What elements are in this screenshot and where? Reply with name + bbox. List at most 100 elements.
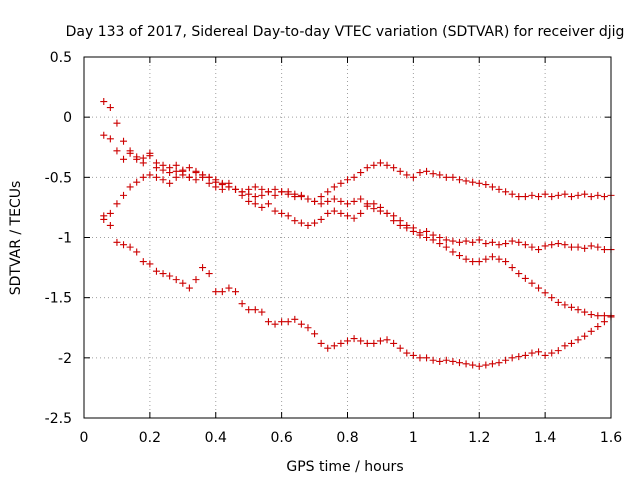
data-point bbox=[561, 241, 569, 249]
data-point bbox=[152, 267, 160, 275]
data-point bbox=[541, 242, 549, 250]
data-point bbox=[357, 169, 365, 177]
data-point bbox=[139, 173, 147, 181]
data-point bbox=[179, 279, 187, 287]
data-point bbox=[324, 188, 332, 196]
y-tick-label: 0.5 bbox=[50, 50, 72, 66]
data-point bbox=[363, 164, 371, 172]
data-point bbox=[535, 246, 543, 254]
data-point bbox=[581, 190, 589, 198]
data-point bbox=[344, 200, 351, 208]
data-point bbox=[363, 200, 371, 208]
data-point bbox=[363, 339, 371, 347]
data-point bbox=[133, 248, 141, 256]
data-point bbox=[106, 135, 114, 143]
data-point bbox=[502, 356, 510, 364]
data-point bbox=[330, 195, 338, 203]
data-point bbox=[376, 207, 384, 215]
data-point bbox=[416, 229, 424, 237]
data-point bbox=[172, 161, 180, 169]
data-point bbox=[330, 342, 338, 350]
data-point bbox=[488, 253, 496, 261]
data-point bbox=[442, 173, 450, 181]
data-point bbox=[515, 238, 523, 246]
x-axis-label: GPS time / hours bbox=[286, 459, 403, 475]
data-point bbox=[488, 238, 496, 246]
data-point bbox=[574, 306, 582, 314]
data-point bbox=[469, 238, 477, 246]
data-point bbox=[238, 300, 246, 308]
data-point bbox=[311, 197, 319, 205]
data-point bbox=[488, 183, 496, 191]
data-point bbox=[561, 190, 569, 198]
data-point bbox=[548, 241, 556, 249]
data-point bbox=[535, 348, 543, 356]
data-point bbox=[172, 173, 180, 181]
data-point bbox=[482, 255, 490, 263]
data-point bbox=[581, 308, 589, 316]
data-point bbox=[199, 171, 207, 179]
data-point bbox=[218, 181, 226, 189]
data-point bbox=[113, 147, 121, 155]
y-axis-label: SDTVAR / TECUs bbox=[8, 181, 24, 296]
data-point bbox=[133, 178, 141, 186]
data-point bbox=[409, 173, 417, 181]
data-point bbox=[521, 351, 529, 359]
data-point bbox=[152, 173, 160, 181]
data-point bbox=[258, 203, 266, 211]
data-point bbox=[225, 284, 233, 292]
data-point bbox=[330, 207, 338, 215]
data-point bbox=[291, 217, 299, 225]
data-point bbox=[554, 240, 562, 248]
data-point bbox=[126, 147, 134, 155]
data-point bbox=[449, 237, 457, 245]
data-point bbox=[469, 178, 477, 186]
data-point bbox=[390, 339, 398, 347]
data-point bbox=[251, 200, 259, 208]
data-point bbox=[600, 318, 608, 326]
data-point bbox=[212, 288, 220, 296]
data-point bbox=[166, 179, 174, 187]
data-point bbox=[159, 270, 167, 278]
data-point bbox=[535, 193, 543, 201]
data-point bbox=[344, 176, 351, 184]
data-point bbox=[455, 176, 463, 184]
data-point bbox=[317, 200, 325, 208]
data-point bbox=[567, 339, 575, 347]
data-point bbox=[475, 179, 483, 187]
data-point bbox=[185, 173, 193, 181]
axis-ticks bbox=[83, 56, 612, 419]
data-point bbox=[403, 221, 411, 229]
y-tick-label: -1.5 bbox=[45, 291, 72, 307]
data-point bbox=[541, 289, 549, 297]
data-point bbox=[502, 240, 510, 248]
data-point bbox=[548, 349, 556, 357]
data-point bbox=[567, 193, 575, 201]
data-point bbox=[600, 246, 608, 254]
data-point bbox=[383, 161, 391, 169]
data-point bbox=[330, 183, 338, 191]
data-point bbox=[264, 318, 272, 326]
data-point bbox=[403, 171, 411, 179]
data-point bbox=[291, 315, 299, 323]
data-point bbox=[587, 311, 595, 319]
data-point bbox=[561, 301, 569, 309]
data-point bbox=[370, 205, 378, 213]
data-point bbox=[482, 361, 490, 369]
data-point bbox=[238, 188, 246, 196]
data-point bbox=[396, 167, 404, 175]
series-satellite-2 bbox=[100, 131, 615, 254]
data-point bbox=[120, 191, 128, 199]
data-point bbox=[251, 193, 259, 201]
data-point bbox=[521, 241, 529, 249]
data-point bbox=[271, 185, 279, 193]
data-point bbox=[172, 276, 180, 284]
data-point bbox=[508, 264, 516, 272]
data-point bbox=[185, 284, 193, 292]
data-point bbox=[581, 332, 589, 340]
data-point bbox=[600, 312, 608, 320]
data-point bbox=[317, 215, 325, 223]
data-point bbox=[600, 193, 608, 201]
data-point bbox=[449, 173, 457, 181]
